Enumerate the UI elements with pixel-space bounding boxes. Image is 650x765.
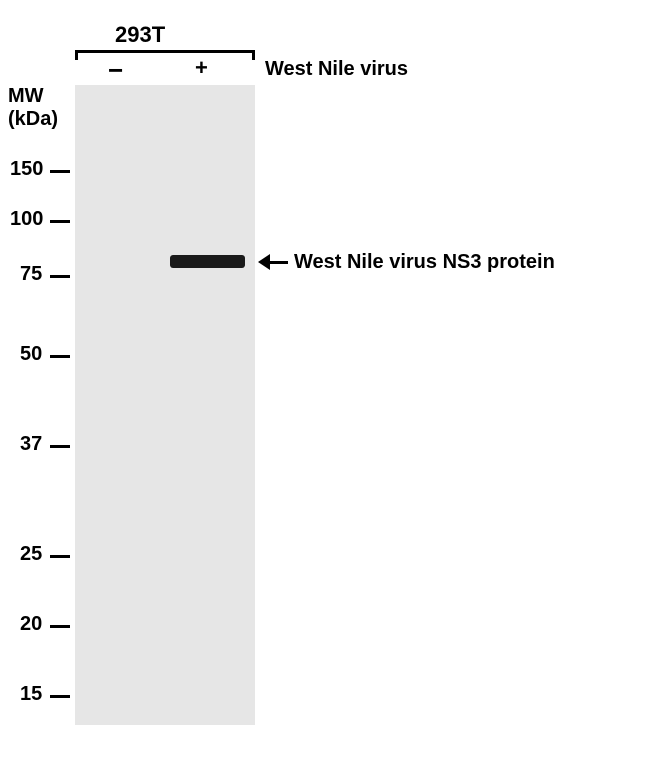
mw-value: 50 [20,343,42,366]
mw-tick [50,445,70,448]
bracket-left [75,50,78,60]
mw-text: MW [8,85,44,107]
mw-tick [50,625,70,628]
mw-tick [50,555,70,558]
mw-tick [50,275,70,278]
mw-tick [50,355,70,358]
mw-value: 75 [20,263,42,286]
mw-value: 25 [20,543,42,566]
cell-line-label: 293T [115,22,165,48]
mw-value: 37 [20,433,42,456]
bracket-right [252,50,255,60]
mw-axis-label: MW (kDa) [8,85,58,131]
protein-band [170,255,245,268]
minus-symbol: − [108,55,123,86]
kda-text: (kDa) [8,108,58,130]
arrow-head-icon [258,254,270,270]
blot-membrane [75,85,255,725]
mw-tick [50,695,70,698]
blot-figure: 293T − + West Nile virus MW (kDa) 150 100… [0,0,650,765]
bracket-horizontal [75,50,255,53]
plus-symbol: + [195,55,208,81]
virus-treatment-label: West Nile virus [265,58,408,81]
mw-value: 150 [10,158,43,181]
mw-tick [50,220,70,223]
mw-value: 15 [20,683,42,706]
mw-value: 100 [10,208,43,231]
mw-value: 20 [20,613,42,636]
mw-tick [50,170,70,173]
protein-annotation-label: West Nile virus NS3 protein [294,251,555,274]
